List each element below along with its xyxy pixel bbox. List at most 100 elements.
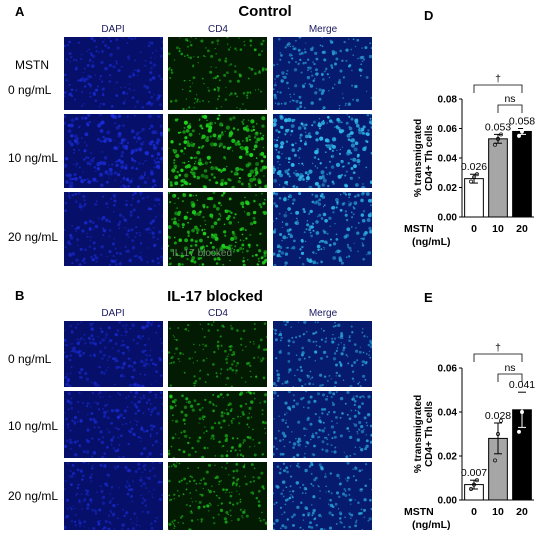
cell-dot [93,509,97,513]
cell-dot [361,363,364,367]
cell-dot [81,376,84,379]
cell-dot [290,212,292,215]
cell-dot [70,118,75,123]
cell-dot [76,323,79,326]
cell-dot [187,124,192,130]
cell-dot [109,493,111,495]
cell-dot [140,137,142,140]
cell-dot [92,526,96,530]
cell-dot [189,492,192,494]
cell-dot [131,158,135,162]
cell-dot [71,419,74,422]
cell-dot [71,343,73,345]
cell-dot [248,138,251,141]
value-label: 0.026 [461,161,487,173]
cell-dot [119,374,124,378]
cell-dot [315,340,317,343]
cell-dot [171,436,175,440]
cell-dot [170,248,174,253]
cell-dot [143,397,145,400]
cell-dot [191,446,194,450]
panel-letter: D [424,8,433,23]
cell-dot [347,487,351,491]
cell-dot [199,257,203,260]
cell-dot [279,52,282,54]
cell-dot [210,323,214,327]
cell-dot [311,124,314,127]
cell-dot [203,482,208,486]
cell-dot [191,520,193,522]
cell-dot [336,201,339,204]
cell-dot [213,142,218,147]
cell-dot [289,409,292,411]
cell-dot [198,162,202,166]
cell-dot [229,449,233,453]
cell-dot [360,63,363,66]
cell-dot [287,233,290,236]
cell-dot [105,218,109,223]
cell-dot [362,257,366,261]
cell-dot [120,180,122,183]
cell-dot [119,213,123,217]
cell-dot [88,246,91,248]
cell-dot [215,52,218,55]
cell-dot [108,514,111,517]
cell-dot [231,422,233,424]
chart-d: 0.00 0.02 0.04 0.06 0.08% transmigratedCD4+ … [396,0,548,272]
cell-dot [193,157,196,159]
cell-dot [335,363,338,367]
cell-dot [284,169,289,174]
cell-dot [102,161,107,166]
cell-dot [168,127,170,132]
cell-dot [202,343,204,346]
cell-dot [218,95,221,98]
cell-dot [90,37,94,40]
cell-dot [339,513,343,516]
cell-dot [369,42,372,45]
cell-dot [305,42,307,44]
cell-dot [78,353,82,358]
cell-dot [222,396,224,399]
cell-dot [306,374,311,379]
cell-dot [281,418,285,422]
cell-dot [364,378,367,381]
cell-dot [339,208,343,212]
cell-dot [238,422,241,425]
cell-dot [83,520,87,524]
cell-dot [168,67,170,71]
cell-dot [71,471,76,476]
cell-dot [368,54,372,59]
cell-dot [191,408,195,412]
cell-dot [78,349,82,353]
cell-dot [147,337,150,340]
cell-dot [298,335,301,338]
cell-dot [68,438,72,442]
cell-dot [198,251,201,254]
cell-dot [142,363,147,368]
cell-dot [161,215,163,217]
cell-dot [353,201,358,205]
cell-dot [115,263,118,266]
cell-dot [133,160,137,163]
cell-dot [234,47,237,50]
cell-dot [201,417,203,420]
cell-dot [140,130,142,133]
cell-dot [244,475,247,478]
cell-dot [77,483,80,486]
cell-dot [289,465,292,467]
cell-dot [286,246,289,249]
cell-dot [116,449,120,452]
cell-dot [354,409,357,412]
cell-dot [155,370,158,373]
cell-dot [198,119,201,122]
cell-dot [361,488,364,491]
cell-dot [289,101,291,103]
cell-dot [141,471,144,474]
cell-dot [349,334,351,337]
cell-dot [274,329,277,332]
cell-dot [213,176,216,179]
cell-dot [313,156,317,159]
cell-dot [243,40,245,43]
cell-dot [284,401,288,405]
cell-dot [259,152,263,156]
